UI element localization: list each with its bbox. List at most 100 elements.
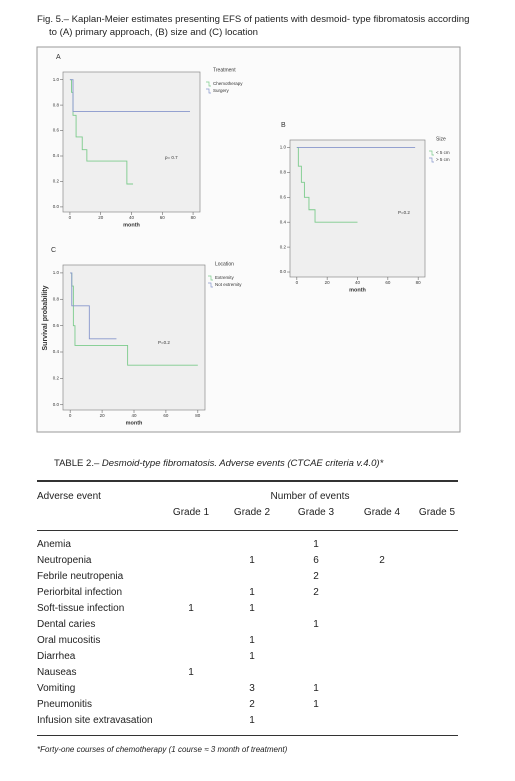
y-tick-label: 0.6 bbox=[53, 128, 60, 133]
panel-label: A bbox=[56, 54, 61, 61]
row-label: Infusion site extravasation bbox=[37, 715, 153, 726]
legend-label: Extremity bbox=[215, 275, 235, 280]
annotation: P=0.2 bbox=[158, 340, 170, 345]
x-tick-label: 40 bbox=[355, 280, 361, 285]
y-tick-label: 0.8 bbox=[53, 102, 60, 107]
row-label: Nauseas bbox=[37, 667, 77, 678]
cell: 1 bbox=[188, 667, 194, 678]
cell: 1 bbox=[313, 539, 319, 550]
x-tick-label: 0 bbox=[69, 413, 72, 418]
y-tick-label: 0.4 bbox=[280, 219, 287, 224]
row-label: Periorbital infection bbox=[37, 587, 123, 598]
cell: 2 bbox=[379, 555, 385, 566]
legend-swatch bbox=[429, 150, 434, 156]
column-header: Grade 2 bbox=[233, 507, 271, 518]
x-tick-label: 40 bbox=[129, 215, 135, 220]
cell: 6 bbox=[313, 555, 319, 566]
x-tick-label: 20 bbox=[98, 215, 104, 220]
legend-label: Chemotherapy bbox=[213, 81, 243, 86]
legend-swatch bbox=[206, 81, 211, 87]
panel-label: B bbox=[281, 122, 286, 129]
x-tick-label: 0 bbox=[296, 280, 299, 285]
row-label: Diarrhea bbox=[37, 651, 76, 662]
legend-swatch bbox=[208, 275, 213, 281]
y-tick-label: 0.8 bbox=[53, 296, 60, 301]
y-tick-label: 1.0 bbox=[53, 270, 60, 275]
y-tick-label: 0.0 bbox=[280, 269, 287, 274]
cell: 1 bbox=[249, 555, 255, 566]
y-tick-label: 0.2 bbox=[280, 244, 287, 249]
x-tick-label: 80 bbox=[195, 413, 201, 418]
annotation: p= 0.7 bbox=[165, 155, 178, 160]
x-tick-label: 60 bbox=[160, 215, 166, 220]
row-label: Dental caries bbox=[37, 619, 96, 630]
km-curve bbox=[69, 79, 134, 185]
y-tick-label: 0.2 bbox=[53, 376, 60, 381]
plot-area bbox=[289, 139, 426, 278]
cell: 1 bbox=[249, 651, 255, 662]
y-tick-label: 0.4 bbox=[53, 349, 60, 354]
legend-label: > 5 cm bbox=[436, 157, 450, 162]
y-tick-label: 0.2 bbox=[53, 179, 60, 184]
table-title-text: Desmoid-type fibromatosis. Adverse event… bbox=[101, 458, 384, 469]
km-curve bbox=[69, 79, 190, 112]
row-label: Pneumonitis bbox=[37, 699, 93, 710]
cell: 1 bbox=[313, 699, 319, 710]
km-curve bbox=[296, 147, 358, 223]
legend-label: < 5 cm bbox=[436, 150, 450, 155]
row-label: Febrile neutropenia bbox=[37, 571, 124, 582]
cell: 2 bbox=[249, 699, 255, 710]
row-label: Neutropenia bbox=[37, 555, 92, 566]
legend-swatch bbox=[429, 157, 434, 163]
legend-title: Location bbox=[215, 261, 234, 267]
cell: 1 bbox=[313, 619, 319, 630]
cell: 1 bbox=[188, 603, 194, 614]
y-tick-label: 1.0 bbox=[280, 145, 287, 150]
legend-label: Not extremity bbox=[215, 282, 242, 287]
plot-area bbox=[62, 264, 206, 411]
x-tick-label: 80 bbox=[416, 280, 422, 285]
y-tick-label: 0.6 bbox=[280, 194, 287, 199]
y-tick-label: 0.8 bbox=[280, 170, 287, 175]
row-label: Vomiting bbox=[37, 683, 76, 694]
x-tick-label: 20 bbox=[100, 413, 106, 418]
x-tick-label: 20 bbox=[325, 280, 331, 285]
cell: 2 bbox=[313, 587, 319, 598]
rule bbox=[37, 735, 458, 736]
x-tick-label: 0 bbox=[69, 215, 72, 220]
annotation: P=0.2 bbox=[398, 210, 410, 215]
rule bbox=[37, 530, 458, 531]
y-tick-label: 0.6 bbox=[53, 323, 60, 328]
cell: 2 bbox=[313, 571, 319, 582]
column-header: Grade 5 bbox=[418, 507, 456, 518]
cell: 1 bbox=[313, 683, 319, 694]
table-prefix: TABLE 2.– bbox=[54, 458, 100, 469]
cell: 1 bbox=[249, 587, 255, 598]
row-label: Anemia bbox=[37, 539, 71, 550]
figure: A 0.0 0.2 0.4 0.6 0.8 1.0 0 20 40 60 80 month p= 0.7 T… bbox=[36, 46, 461, 433]
row-label: Soft-tissue infection bbox=[37, 603, 125, 614]
y-tick-label: 0.0 bbox=[53, 204, 60, 209]
legend-label: Surgery bbox=[213, 88, 230, 93]
column-header: Grade 4 bbox=[363, 507, 401, 518]
column-header: Grade 1 bbox=[172, 507, 210, 518]
group-header: Number of events bbox=[270, 491, 350, 502]
cell: 3 bbox=[249, 683, 255, 694]
x-tick-label: 60 bbox=[163, 413, 169, 418]
legend-swatch bbox=[206, 88, 211, 94]
cell: 1 bbox=[249, 715, 255, 726]
plot-area bbox=[62, 71, 201, 213]
y-axis-label: Survival probability bbox=[42, 285, 49, 350]
x-axis-label: month bbox=[126, 420, 143, 426]
km-curve bbox=[70, 272, 117, 340]
row-label: Oral mucositis bbox=[37, 635, 101, 646]
column-header: Grade 3 bbox=[297, 507, 335, 518]
cell: 1 bbox=[249, 635, 255, 646]
x-tick-label: 40 bbox=[131, 413, 137, 418]
cell: 1 bbox=[249, 603, 255, 614]
y-tick-label: 0.0 bbox=[53, 402, 60, 407]
legend-title: Treatment bbox=[213, 67, 236, 73]
y-tick-label: 0.4 bbox=[53, 153, 60, 158]
table-title: TABLE 2.– Desmoid-type fibromatosis. Adv… bbox=[54, 458, 383, 470]
